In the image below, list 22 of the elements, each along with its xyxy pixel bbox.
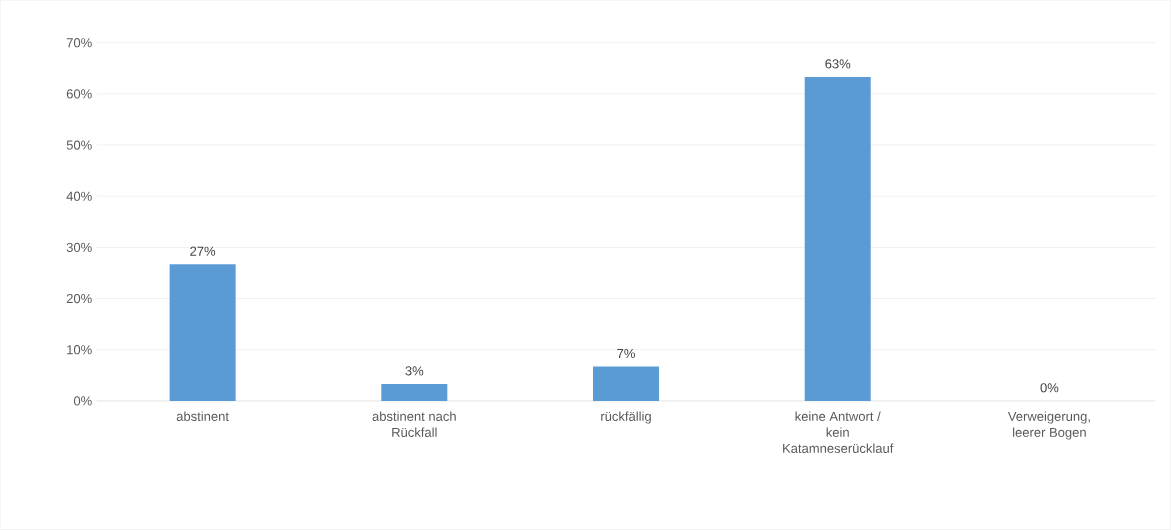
y-tick-label: 10% xyxy=(67,345,92,355)
data-label: 63% xyxy=(825,59,851,69)
data-label: 27% xyxy=(190,246,216,256)
x-tick-label: abstinent xyxy=(176,411,229,422)
y-tick-label: 0% xyxy=(73,396,92,406)
x-tick-label: Verweigerung, leerer Bogen xyxy=(1007,411,1090,440)
y-tick-label: 20% xyxy=(66,294,92,304)
bar xyxy=(381,384,448,402)
data-label: 3% xyxy=(405,366,424,376)
bar xyxy=(169,264,236,402)
y-tick-label: 70% xyxy=(66,38,92,48)
x-tick-label: abstinent nach Rückfall xyxy=(372,411,456,438)
x-tick-label: rückfällig xyxy=(601,411,651,424)
y-tick-label: 50% xyxy=(66,140,92,150)
data-label: 7% xyxy=(617,349,635,359)
y-tick-label: 40% xyxy=(66,191,92,201)
y-tick-label: 30% xyxy=(66,242,92,253)
data-label: 0% xyxy=(1040,383,1059,393)
y-tick-label: 60% xyxy=(66,89,92,99)
x-tick-label: keine Antwort / kein Katamneserücklauf xyxy=(783,411,894,454)
bar xyxy=(804,77,871,402)
bar xyxy=(592,366,660,402)
